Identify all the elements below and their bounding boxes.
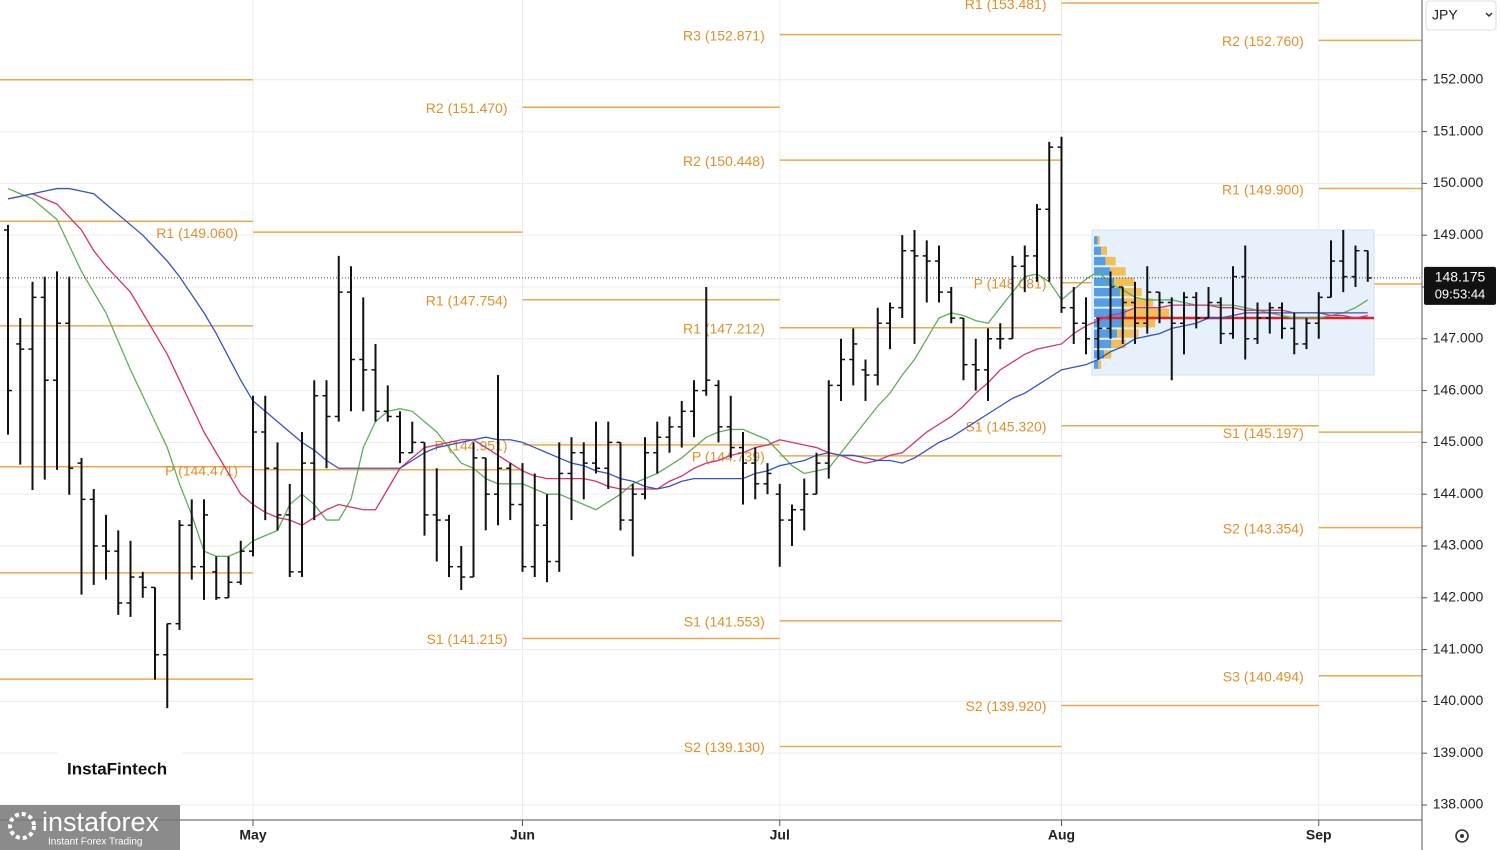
pivot-label: R1 (149.900) [1222, 181, 1304, 197]
y-tick-label: 142.000 [1433, 588, 1484, 604]
profile-buy [1094, 277, 1115, 286]
y-tick-label: 152.000 [1433, 70, 1484, 86]
pivot-label: R2 (152.760) [1222, 33, 1304, 49]
pivot-label: S3 (140.494) [1223, 668, 1304, 684]
pivot-label: R1 (153.481) [965, 0, 1047, 12]
y-tick-label: 140.000 [1433, 692, 1484, 708]
profile-buy [1094, 246, 1102, 255]
profile-sell [1119, 287, 1142, 297]
chevron-icon [1485, 12, 1493, 18]
x-tick-label: Sep [1306, 827, 1332, 843]
profile-buy [1094, 236, 1098, 245]
currency-select[interactable]: JPY [1425, 0, 1497, 31]
pivot-label: S2 (143.354) [1223, 520, 1304, 536]
profile-sell [1124, 298, 1154, 307]
logo-bg [0, 805, 180, 850]
pivot-label: P (148.081) [974, 275, 1047, 291]
y-tick-label: 141.000 [1433, 640, 1484, 656]
profile-buy [1094, 287, 1120, 297]
y-tick-label: 145.000 [1433, 433, 1484, 449]
profile-sell [1104, 350, 1112, 359]
pivot-label: R1 (147.754) [426, 292, 508, 308]
logo-text: instaforex [42, 807, 160, 837]
pivot-label: R2 (151.470) [426, 100, 508, 116]
pivot-label: S1 (141.215) [427, 631, 508, 647]
last-price-box [1424, 266, 1496, 305]
profile-sell [1117, 329, 1139, 338]
y-tick-label: 138.000 [1433, 796, 1484, 812]
x-tick-label: Jul [770, 827, 790, 843]
profile-sell [1109, 267, 1126, 276]
logo-icon [8, 812, 36, 840]
profile-buy [1094, 298, 1125, 307]
pivot-label: S1 (145.197) [1223, 425, 1304, 441]
profile-buy [1094, 360, 1099, 369]
profile-sell [1098, 360, 1102, 369]
profile-sell [1111, 339, 1126, 349]
last-price-label: 148.175 [1435, 269, 1486, 285]
pivot-label: R1 (147.212) [683, 320, 765, 336]
profile-sell [1105, 256, 1116, 266]
y-tick-label: 143.000 [1433, 537, 1484, 553]
profile-buy [1094, 319, 1123, 328]
y-tick-label: 147.000 [1433, 329, 1484, 345]
logo: instaforex Instant Forex Trading [0, 805, 180, 850]
countdown-label: 09:53:44 [1435, 286, 1486, 301]
x-tick-label: Jun [510, 827, 535, 843]
brand-box: InstaFintech [58, 735, 182, 795]
profile-buy [1094, 329, 1118, 338]
profile-buy [1094, 339, 1112, 349]
settings-button[interactable] [1455, 829, 1469, 843]
moving-averages [7, 187, 1369, 557]
currency-label[interactable]: JPY [1432, 7, 1458, 23]
profile-sell [1101, 246, 1107, 255]
profile-buy [1094, 256, 1106, 266]
pivot-label: S1 (141.553) [684, 614, 765, 630]
gear-center [1460, 834, 1464, 838]
profile-buy [1094, 267, 1110, 276]
profile-sell [1122, 319, 1156, 328]
pivot-label: S1 (145.320) [966, 419, 1047, 435]
y-tick-label: 139.000 [1433, 744, 1484, 760]
pivot-label: R3 (152.871) [683, 27, 765, 43]
logo-tagline: Instant Forex Trading [48, 837, 143, 848]
pivot-label: P (144.471) [165, 462, 238, 478]
y-tick-label: 144.000 [1433, 485, 1484, 501]
currency-box[interactable] [1425, 0, 1497, 31]
x-tick-label: Aug [1048, 827, 1075, 843]
brand-text: InstaFintech [67, 759, 167, 778]
profile-sell [1097, 236, 1100, 245]
moving-average [7, 187, 1368, 490]
pivot-label: S2 (139.920) [966, 698, 1047, 714]
pivot-label: S2 (139.130) [684, 739, 765, 755]
price-bars [4, 136, 1372, 709]
pivot-levels: R1 (149.060) P (144.471) R2 (151.470) R1 (1… [0, 0, 1422, 755]
moving-average [7, 187, 1369, 557]
y-tick-label: 150.000 [1433, 174, 1484, 190]
y-tick-label: 151.000 [1433, 122, 1484, 138]
profile-sell [1114, 277, 1135, 286]
y-tick-label: 149.000 [1433, 226, 1484, 242]
gear-icon[interactable] [1455, 829, 1469, 843]
brand-bg [58, 735, 182, 795]
y-tick-label: 146.000 [1433, 381, 1484, 397]
axes: 138.000 139.000 140.000 141.000 142.000 143.0… [239, 70, 1483, 842]
x-tick-label: May [239, 827, 266, 843]
moving-average [7, 193, 1368, 526]
pivot-label: R1 (149.060) [156, 225, 238, 241]
pivot-label: R2 (150.448) [683, 153, 765, 169]
